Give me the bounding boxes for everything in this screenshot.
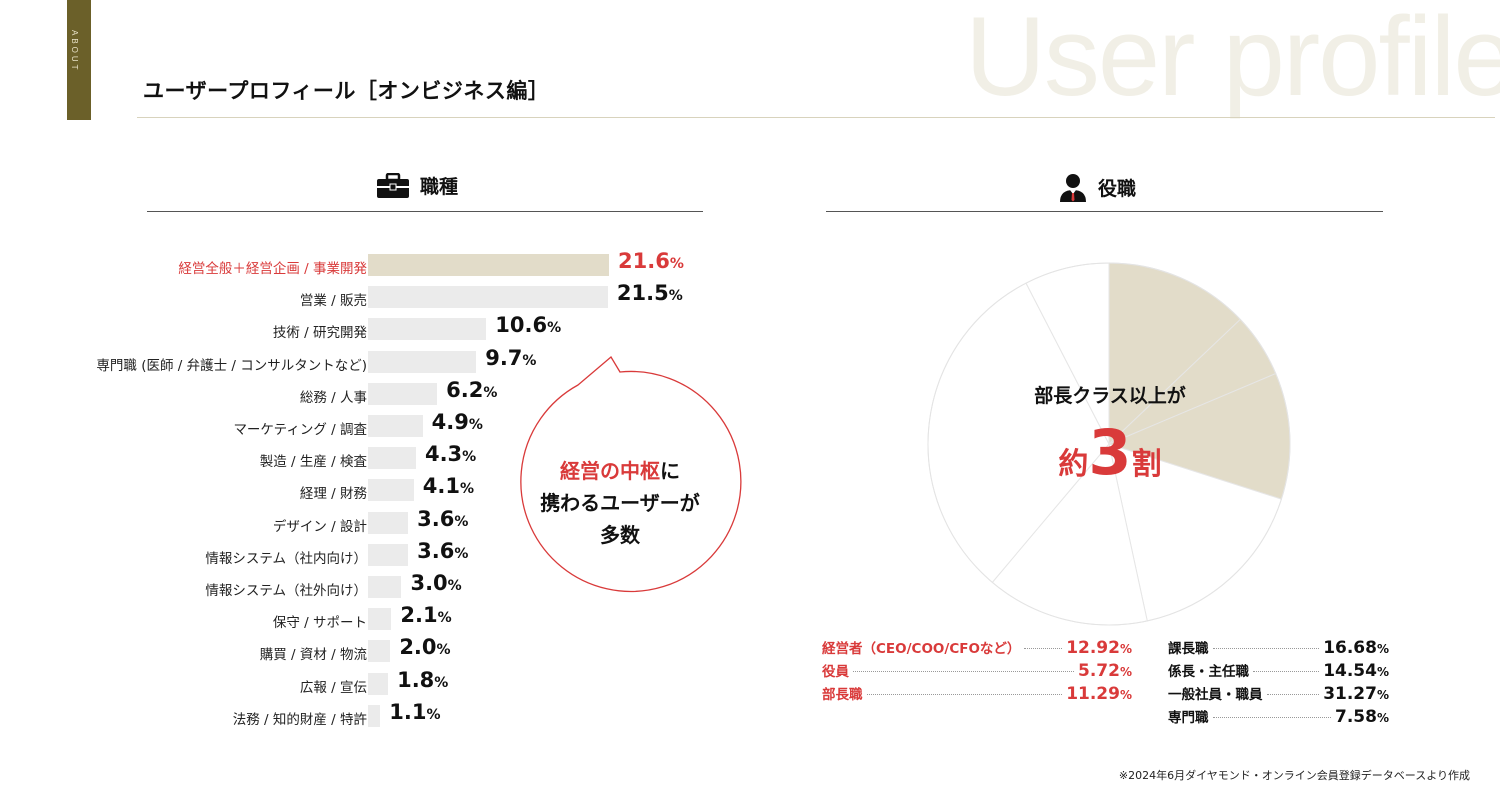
bar-value-label: 4.1% [422,474,474,499]
bar [368,704,381,727]
bar-value-label: 3.0% [410,571,462,595]
bar [368,350,477,373]
bar-label: 情報システム（社外向け） [205,583,367,599]
bar [368,254,609,276]
callout-line1-rest: に [660,459,680,483]
bar [368,415,423,437]
bar-value-label: 4.3% [424,442,477,467]
position-divider [826,211,1383,212]
bar [368,318,487,341]
bar [368,640,391,663]
bar-label: 経営全般＋経営企画 / 事業開発 [178,261,367,277]
bar-label: 経理 / 財務 [299,486,367,503]
pie-caption-prefix: 約 [1058,447,1089,482]
pie-caption-suffix: 割 [1131,447,1162,482]
about-label: ABOUT [70,30,79,73]
legend-item: 経営者（CEO/COO/CFOなど） 12.92% [822,637,1132,658]
bar-label: マーケティング / 調査 [233,422,367,438]
footnote: ※2024年6月ダイヤモンド・オンライン会員登録データベースより作成 [1118,769,1470,782]
legend-leader-dots [853,671,1075,672]
bar [368,479,414,502]
bar-value-label: 10.6% [495,313,562,338]
bar-label: 広報 / 宣伝 [299,679,367,696]
pie-caption-highlight: 約3割 [1010,418,1210,488]
bar-label: 法務 / 知的財産 / 特許 [232,711,367,728]
position-heading: 役職 [1058,172,1136,202]
callout-line3: 多数 [600,523,640,547]
pie-caption-number: 3 [1088,416,1132,489]
legend-label: 課長職 [1168,641,1209,657]
bar-value-label: 3.6% [417,506,469,531]
bar-label: 技術 / 研究開発 [272,325,367,342]
about-tab: ABOUT [67,0,91,120]
pie-caption-line1: 部長クラス以上が [1034,385,1186,407]
legend-item: 一般社員・職員 31.27% [1168,683,1389,704]
legend-item: 係長・主任職 14.54% [1168,660,1389,681]
legend-leader-dots [1024,648,1063,649]
legend-item: 専門職 7.58% [1168,706,1389,727]
pie-outline [927,262,1291,626]
legend-leader-dots [1253,671,1320,672]
callout-highlight: 経営の中枢 [560,459,660,483]
legend-leader-dots [1212,717,1332,718]
callout-line2: 携わるユーザーが [540,491,700,515]
bar-value-label: 6.2% [446,377,498,402]
bar-value-label: 3.6% [417,538,469,563]
legend-item: 課長職 16.68% [1168,637,1389,658]
legend-value: 16.68% [1323,638,1389,658]
job-type-heading: 職種 [376,172,458,199]
job-type-title: 職種 [420,176,459,198]
bar-label: 営業 / 販売 [299,293,367,310]
legend-leader-dots [1266,694,1320,695]
bar [368,608,392,631]
bar-value-label: 2.1% [400,603,452,628]
businessman-icon [1060,174,1086,202]
bar-label: 購買 / 資材 / 物流 [259,647,367,664]
legend-value: 11.29% [1066,684,1132,704]
legend-label: 一般社員・職員 [1168,687,1263,703]
legend-value: 7.58% [1335,707,1389,727]
bar-label: 情報システム（社内向け） [205,550,367,567]
bar [368,576,402,598]
bar [368,382,438,405]
bar-label: 製造 / 生産 / 検査 [259,454,367,471]
bar-value-label: 1.8% [397,667,449,692]
briefcase-icon [377,172,409,198]
bar-label: 保守 / サポート [272,615,367,632]
bar-value-label: 1.1% [389,699,441,724]
title-divider [137,117,1495,118]
legend-item: 部長職 11.29% [822,683,1132,704]
legend-value: 5.72% [1078,661,1132,681]
bar-value-label: 21.6% [618,249,684,273]
bar [368,511,409,534]
job-type-divider [147,211,703,212]
bar [368,286,608,309]
bar [368,672,389,695]
legend-label: 役員 [822,664,849,680]
watermark-text: User profile [965,0,1500,119]
legend-leader-dots [1212,648,1320,649]
position-title: 役職 [1098,177,1137,200]
legend-value: 12.92% [1066,638,1132,658]
legend-label: 経営者（CEO/COO/CFOなど） [822,641,1021,657]
legend-label: 係長・主任職 [1168,664,1249,680]
legend-item: 役員 5.72% [822,660,1132,681]
legend-leader-dots [866,694,1063,695]
bar [368,543,409,566]
bar-label: デザイン / 設計 [272,518,367,535]
bar [368,447,416,470]
legend-label: 専門職 [1168,710,1209,726]
legend-value: 31.27% [1323,684,1389,704]
page-title: ユーザープロフィール［オンビジネス編］ [143,79,550,103]
bar-label: 専門職 (医師 / 弁護士 / コンサルタントなど) [96,357,367,374]
bar-value-label: 4.9% [431,410,483,434]
legend-label: 部長職 [822,687,863,703]
bar-label: 総務 / 人事 [299,389,367,406]
callout-text: 経営の中枢に 携わるユーザーが 多数 [510,455,730,551]
bar-value-label: 21.5% [616,281,683,306]
bar-value-label: 2.0% [399,635,451,660]
legend-value: 14.54% [1323,661,1389,681]
